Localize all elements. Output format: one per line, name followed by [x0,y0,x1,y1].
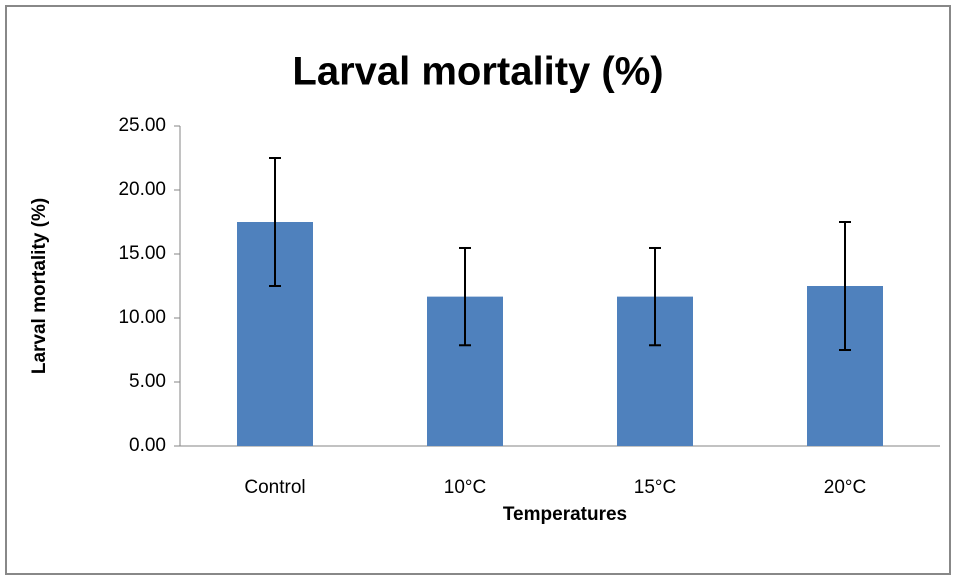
y-tick-label: 5.00 [129,371,166,392]
error-bar [839,221,851,351]
error-bar [649,246,661,347]
y-tick-label: 15.00 [118,243,166,264]
y-tick-label: 20.00 [118,179,166,200]
error-bar [269,157,281,287]
chart-title: Larval mortality (%) [292,50,663,94]
y-tick-label: 0.00 [129,435,166,456]
x-tick-label: 20°C [824,477,866,498]
y-axis-title: Larval mortality (%) [29,198,50,374]
x-tick-label: Control [244,477,305,498]
chart-frame [5,5,951,575]
error-bar [459,246,471,347]
y-tick-label: 10.00 [118,307,166,328]
x-tick-label: 15°C [634,477,676,498]
x-axis-title: Temperatures [503,504,627,525]
x-tick-label: 10°C [444,477,486,498]
y-tick-label: 25.00 [118,115,166,136]
